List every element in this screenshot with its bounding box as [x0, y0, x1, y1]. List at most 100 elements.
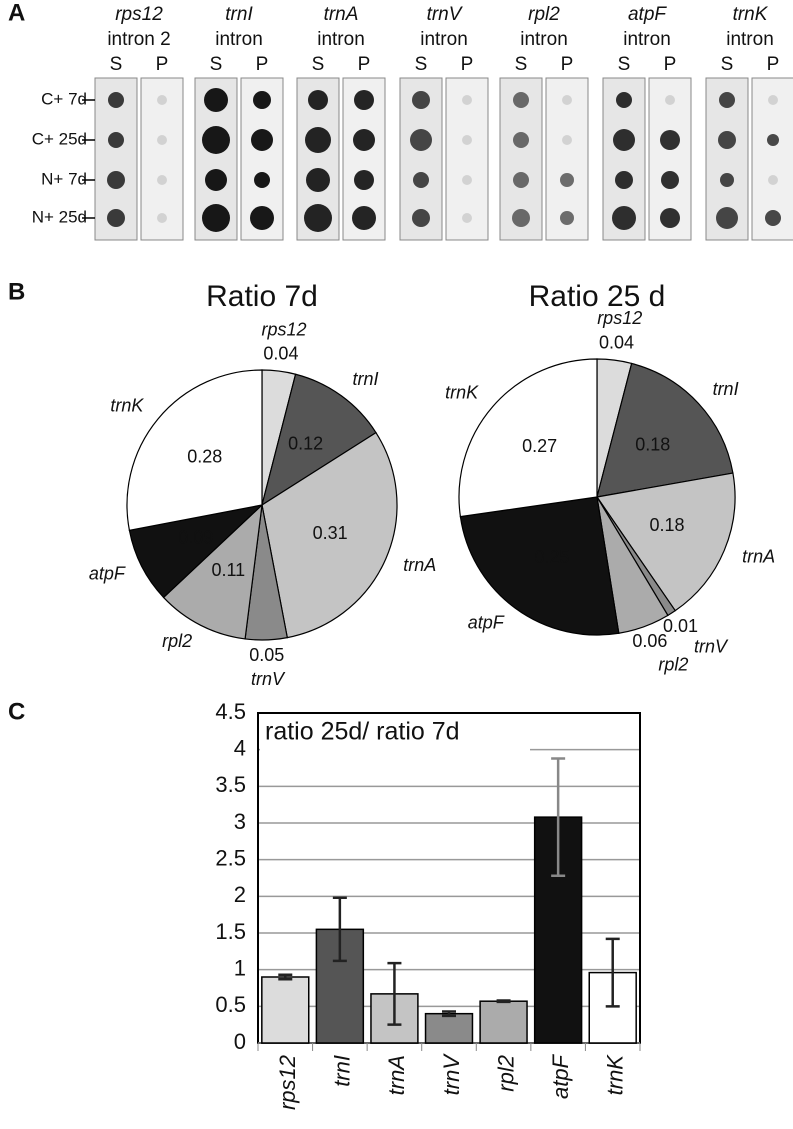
pie-slice — [126, 369, 263, 531]
lane-label: S — [210, 54, 223, 75]
blot-dot — [157, 95, 167, 105]
value-label: 0.18 — [635, 434, 670, 454]
intron-label: intron 2 — [107, 29, 170, 50]
error-bar — [442, 1010, 456, 1018]
blot-dot — [305, 127, 331, 153]
y-tick-label: 1 — [234, 955, 246, 980]
lane-label: S — [515, 54, 528, 75]
x-tick-label: atpF — [548, 1053, 573, 1099]
blot-dot — [107, 171, 125, 189]
blot-dot — [204, 88, 228, 112]
blot-dot — [462, 95, 472, 105]
blot-dot — [413, 172, 429, 188]
blot-dot — [767, 134, 779, 146]
intron-label: intron — [520, 29, 568, 50]
blot-dot — [560, 173, 574, 187]
blot-dot — [108, 92, 124, 108]
error-bar — [278, 973, 293, 981]
blot-dot — [306, 168, 330, 192]
blot-strip — [445, 77, 489, 241]
x-tick-label: trnV — [439, 1053, 464, 1096]
intron-label: intron — [317, 29, 365, 50]
lane-label: P — [767, 54, 780, 75]
blot-dot — [352, 206, 376, 230]
lane-label: P — [461, 54, 474, 75]
x-tick-label: rps12 — [275, 1055, 300, 1110]
lane-label: P — [561, 54, 574, 75]
row-label: N+ 25d — [32, 207, 87, 226]
blot-dot — [304, 204, 332, 232]
y-tick-label: 0.5 — [215, 992, 246, 1017]
pie-slice — [261, 373, 377, 507]
blot-dot — [513, 132, 529, 148]
blot-dot — [250, 206, 274, 230]
value-label: 0.04 — [599, 332, 634, 352]
slice-name: atpF — [89, 564, 126, 584]
y-tick-label: 2.5 — [215, 845, 246, 870]
blot-dot — [251, 129, 273, 151]
chart-title: ratio 25d/ ratio 7d — [265, 718, 460, 746]
gene-name: trnV — [427, 4, 464, 25]
y-tick-label: 4 — [234, 735, 246, 760]
lane-label: S — [415, 54, 428, 75]
y-tick-label: 0 — [234, 1029, 246, 1054]
intron-label: intron — [726, 29, 774, 50]
error-bar — [332, 896, 347, 963]
slice-name: rps12 — [261, 320, 306, 340]
blot-dot — [202, 126, 230, 154]
lane-label: P — [156, 54, 169, 75]
blot-dot — [353, 129, 375, 151]
blot-dot — [665, 95, 675, 105]
slice-name: trnA — [742, 547, 775, 567]
pie-title: Ratio 25 d — [529, 280, 666, 313]
blot-dot — [562, 95, 572, 105]
row-label: C+ 7d — [41, 89, 87, 108]
x-tick-label: trnA — [384, 1055, 409, 1095]
blot-dot — [660, 208, 680, 228]
blot-dot — [513, 172, 529, 188]
lane-label: P — [256, 54, 269, 75]
blot-dot — [107, 209, 125, 227]
blot-dot — [410, 129, 432, 151]
slice-name: rpl2 — [162, 631, 192, 651]
bar — [424, 1012, 474, 1044]
value-label: 0.25 — [534, 547, 569, 567]
x-tick-label: rpl2 — [493, 1055, 518, 1092]
slice-name: rpl2 — [658, 654, 688, 674]
panel-label: A — [8, 0, 25, 26]
blot-dot — [613, 129, 635, 151]
gene-name: rpl2 — [528, 4, 560, 25]
blot-dot — [462, 135, 472, 145]
x-tick-label: trnK — [603, 1054, 628, 1096]
blot-dot — [765, 210, 781, 226]
blot-dot — [108, 132, 124, 148]
blot-dot — [205, 169, 227, 191]
lane-label: S — [110, 54, 123, 75]
blot-dot — [560, 211, 574, 225]
blot-dot — [716, 207, 738, 229]
blot-dot — [157, 135, 167, 145]
intron-label: intron — [215, 29, 263, 50]
blot-dot — [513, 92, 529, 108]
blot-dot — [616, 92, 632, 108]
blot-dot — [462, 175, 472, 185]
y-tick-label: 3 — [234, 809, 246, 834]
intron-label: intron — [623, 29, 671, 50]
blot-dot — [768, 175, 778, 185]
gene-name: trnI — [225, 4, 253, 25]
bar — [261, 976, 310, 1044]
blot-dot — [308, 90, 328, 110]
gene-name: trnK — [733, 4, 769, 25]
slice-name: trnI — [713, 379, 739, 399]
pie-slice — [458, 358, 598, 518]
row-label: C+ 25d — [32, 129, 87, 148]
title-bg — [260, 715, 530, 751]
slice-name: trnV — [251, 669, 286, 689]
lane-label: S — [618, 54, 631, 75]
pie-slice — [595, 472, 736, 612]
error-bar — [551, 757, 566, 878]
blot-dot — [462, 213, 472, 223]
slice-name: rps12 — [597, 308, 642, 328]
value-label: 0.28 — [187, 446, 222, 466]
